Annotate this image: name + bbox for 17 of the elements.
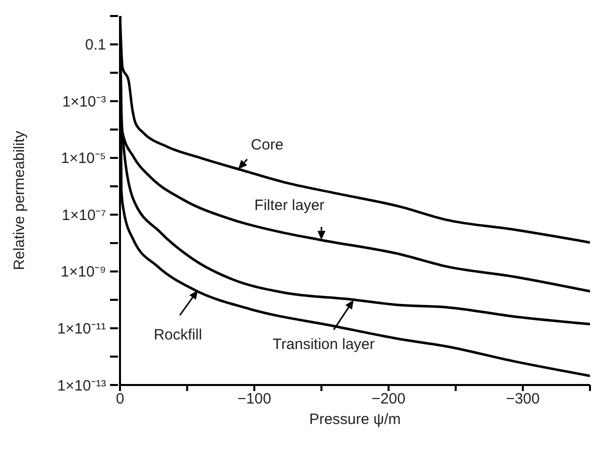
y-tick-label: 1×10⁻³ — [62, 93, 106, 110]
x-tick-label: 0 — [116, 390, 124, 408]
y-tick-label: 1×10⁻¹¹ — [57, 320, 106, 338]
annotation: Rockfill — [154, 326, 202, 344]
y-tick-label: 1×10⁻¹³ — [57, 377, 106, 394]
y-tick-label: 1×10⁻⁷ — [62, 206, 106, 224]
y-tick-label: 1×10⁻⁹ — [60, 264, 106, 281]
x-axis-title: Pressure ψ/m — [309, 411, 401, 428]
y-tick-label: 0.1 — [85, 36, 106, 54]
y-axis-title: Relative permeability — [11, 130, 28, 270]
y-tick-label: 1×10⁻⁵ — [60, 150, 106, 168]
annotation: Core — [250, 136, 284, 154]
annotation: Transition layer — [272, 336, 375, 354]
x-tick-label: −200 — [372, 390, 406, 408]
annotation: Filter layer — [254, 197, 324, 214]
x-tick-label: −300 — [506, 390, 540, 408]
x-tick-label: −100 — [237, 390, 272, 408]
